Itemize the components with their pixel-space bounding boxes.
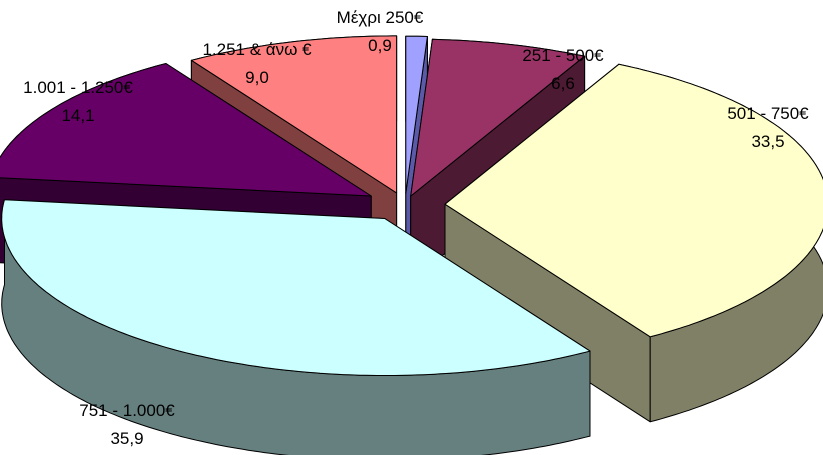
slice-category-label: 1.251 & άνω € <box>202 40 312 59</box>
slice-value-label: 0,9 <box>368 36 392 55</box>
pie-slice <box>444 63 823 338</box>
slice-label-upto-250: Μέχρι 250€ 0,9 <box>337 4 424 60</box>
pie-slice <box>1 199 591 376</box>
slice-label-1001-1250: 1.001 - 1.250€ 14,1 <box>23 74 133 130</box>
slice-label-251-500: 251 - 500€ 6,6 <box>522 42 603 98</box>
slice-value-label: 35,9 <box>110 429 144 448</box>
slice-category-label: 1.001 - 1.250€ <box>23 78 133 97</box>
pie-slice <box>0 63 372 197</box>
pie-slice <box>190 35 398 194</box>
slice-value-label: 6,6 <box>551 74 575 93</box>
pie-slice <box>405 35 428 194</box>
slice-value-label: 33,5 <box>751 132 785 151</box>
slice-label-751-1000: 751 - 1.000€ 35,9 <box>79 397 174 453</box>
slice-category-label: 251 - 500€ <box>522 46 604 65</box>
slice-value-label: 14,1 <box>61 106 95 125</box>
slice-value-label: 9,0 <box>245 68 269 87</box>
slice-label-501-750: 501 - 750€ 33,5 <box>727 100 808 156</box>
slice-category-label: Μέχρι 250€ <box>336 8 424 27</box>
slice-category-label: 751 - 1.000€ <box>79 401 175 420</box>
pie-slice <box>410 38 586 197</box>
slice-label-1251-plus: 1.251 & άνω € 9,0 <box>202 36 311 92</box>
slice-category-label: 501 - 750€ <box>727 104 809 123</box>
